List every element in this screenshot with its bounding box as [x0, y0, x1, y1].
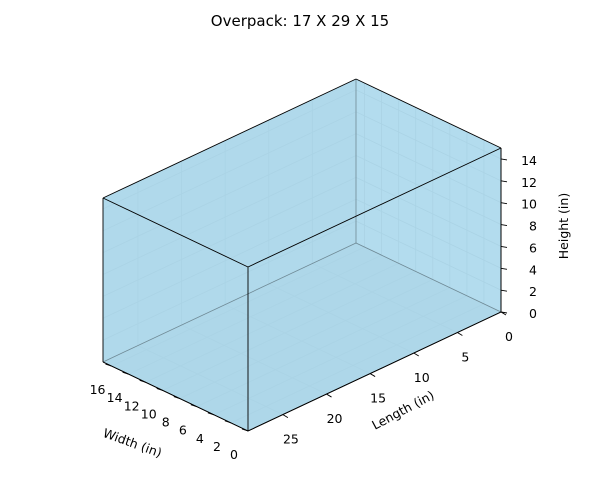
grid-line-height — [102, 242, 357, 363]
right-pane — [356, 79, 501, 312]
height-tick — [500, 224, 508, 226]
width-tick-label: 8 — [162, 415, 170, 430]
height-tick-label: 2 — [529, 284, 537, 299]
grid-line-width — [111, 246, 365, 367]
grid-line-width — [196, 287, 450, 408]
length-axis-line — [247, 311, 502, 432]
back-pane — [103, 79, 356, 362]
length-tick — [326, 393, 332, 398]
width-tick-label: 14 — [107, 390, 123, 405]
grid-line-width — [145, 262, 399, 383]
box-face-front — [248, 148, 501, 431]
height-tick — [500, 202, 508, 205]
box-face-back — [103, 79, 356, 362]
grid-line-width — [162, 271, 416, 391]
length-tick-label: 25 — [283, 432, 299, 447]
grid-line-height — [102, 198, 357, 319]
grid-line-height — [355, 155, 502, 225]
width-tick-label: 12 — [124, 398, 140, 413]
height-tick — [500, 158, 508, 161]
box-face-right — [356, 79, 501, 312]
grid-lines — [102, 79, 502, 432]
grid-line-length — [181, 324, 327, 395]
grid-line-width — [213, 295, 468, 416]
height-tick-label: 12 — [521, 175, 537, 190]
height-tick — [500, 245, 508, 248]
length-tick-label: 5 — [461, 350, 469, 365]
grid-line-height — [102, 89, 357, 210]
height-tick — [500, 267, 508, 270]
height-tick — [500, 289, 508, 292]
width-tick-label: 6 — [179, 423, 187, 438]
width-tick — [156, 387, 163, 391]
length-tick — [369, 373, 376, 377]
box-face-top — [103, 79, 501, 267]
width-tick — [190, 404, 197, 408]
height-tick-label: 6 — [529, 240, 537, 255]
width-tick — [241, 428, 249, 432]
floor-pane — [103, 243, 501, 431]
grid-line-length — [268, 283, 414, 354]
grid-line-height — [102, 220, 357, 341]
grid-line-height — [355, 111, 502, 182]
length-tick-label: 15 — [370, 391, 386, 406]
grid-line-height — [102, 155, 357, 275]
length-tick — [282, 414, 289, 418]
length-tick — [413, 352, 419, 357]
box-edge — [247, 147, 502, 268]
grid-line-height — [102, 133, 357, 254]
length-tick-label: 20 — [327, 411, 343, 426]
width-tick-label: 2 — [213, 439, 221, 454]
box-edge-hidden — [355, 242, 502, 313]
box-edge — [102, 197, 249, 268]
grid-line-length — [312, 263, 458, 333]
width-tick-label: 10 — [141, 406, 157, 421]
z-axis-label: Height (in) — [556, 193, 571, 259]
height-tick-label: 4 — [529, 262, 537, 277]
width-tick — [173, 396, 180, 399]
axis-panes — [103, 79, 501, 431]
grid-line-length — [224, 304, 371, 374]
grid-line-height — [355, 177, 502, 247]
width-tick — [224, 420, 232, 424]
width-tick — [122, 371, 129, 375]
width-tick — [207, 412, 215, 416]
height-tick-label: 0 — [529, 306, 537, 321]
width-tick-label: 4 — [196, 431, 204, 446]
box-edge — [102, 78, 357, 199]
length-tick — [457, 332, 463, 336]
box-face-left — [103, 198, 248, 431]
height-tick — [500, 311, 508, 314]
grid-line-length — [137, 345, 284, 415]
grid-line-height — [355, 242, 502, 313]
grid-line-height — [102, 111, 357, 232]
height-tick-label: 10 — [521, 197, 537, 212]
grid-line-width — [230, 303, 485, 424]
grid-line-height — [355, 220, 502, 291]
y-axis-label: Width (in) — [101, 425, 164, 460]
width-tick — [139, 379, 146, 383]
box-face-bottom — [103, 243, 501, 431]
length-tick-label: 0 — [505, 329, 513, 344]
length-tick-label: 10 — [414, 370, 430, 385]
width-tick-label: 0 — [230, 447, 238, 462]
height-tick — [500, 180, 508, 183]
chart-title: Overpack: 17 X 29 X 15 — [211, 12, 389, 30]
grid-line-height — [355, 89, 502, 160]
width-tick — [105, 363, 112, 367]
grid-line-width — [128, 254, 382, 375]
width-tick-label: 16 — [90, 382, 106, 397]
box-3d — [102, 78, 502, 432]
grid-line-height — [355, 133, 502, 204]
height-tick-label: 14 — [521, 153, 537, 168]
grid-line-height — [102, 177, 357, 297]
grid-line-height — [355, 198, 502, 269]
box-edge-hidden — [102, 242, 357, 363]
grid-line-width — [179, 279, 433, 399]
height-tick-label: 8 — [529, 219, 537, 234]
box-edge — [355, 78, 502, 149]
